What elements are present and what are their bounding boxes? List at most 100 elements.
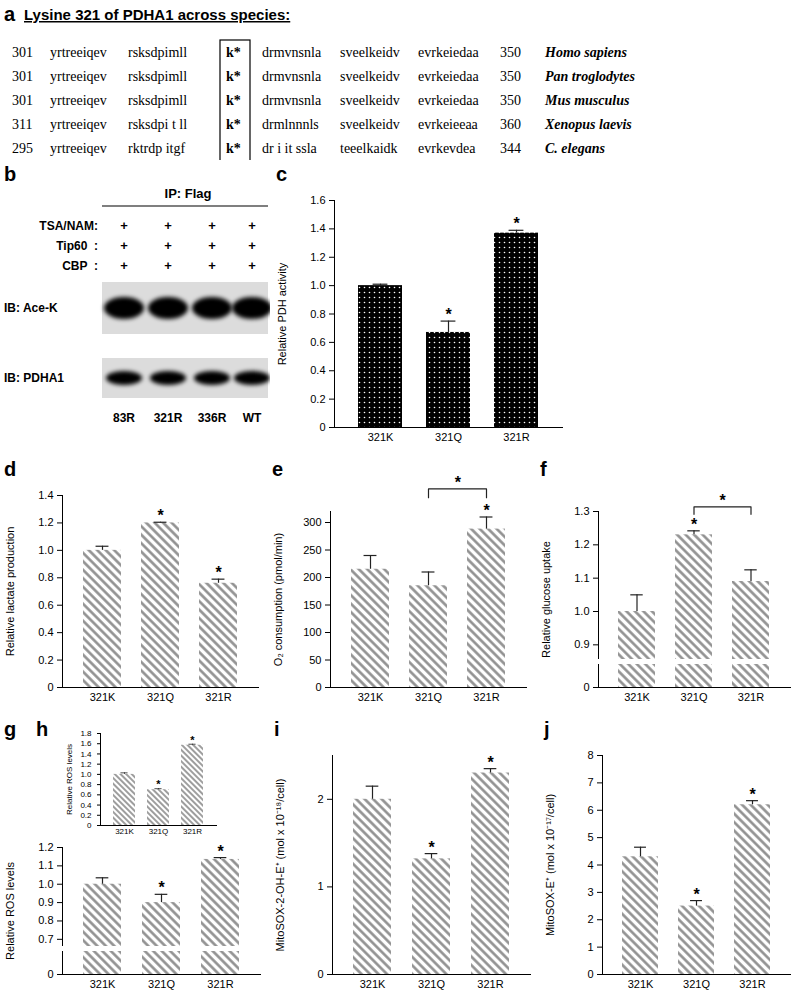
svg-text:rsksdpimll: rsksdpimll	[128, 45, 187, 60]
svg-text:50: 50	[309, 654, 321, 666]
svg-text:1.2: 1.2	[80, 760, 92, 769]
svg-text:O₂ consumption (pmol/min): O₂ consumption (pmol/min)	[272, 533, 284, 666]
svg-text:*: *	[215, 564, 222, 581]
svg-text:1.2: 1.2	[574, 538, 589, 550]
svg-text:*: *	[749, 786, 756, 803]
svg-text:yrtreeiqev: yrtreeiqev	[50, 117, 107, 132]
svg-text:0: 0	[315, 681, 321, 693]
svg-text:0.2: 0.2	[38, 654, 53, 666]
svg-text:evrkeiedaa: evrkeiedaa	[418, 69, 479, 84]
svg-text:0.8: 0.8	[310, 308, 325, 320]
svg-text:*: *	[720, 492, 727, 509]
svg-text:Pan troglodytes: Pan troglodytes	[545, 69, 635, 84]
svg-text:295: 295	[12, 141, 33, 156]
svg-text:yrtreeiqev: yrtreeiqev	[50, 69, 107, 84]
svg-text:IB: PDHA1: IB: PDHA1	[4, 371, 64, 385]
svg-text:k*: k*	[226, 117, 241, 132]
svg-text:0.4: 0.4	[310, 364, 325, 376]
svg-text:+: +	[120, 218, 128, 233]
svg-text:IP: Flag: IP: Flag	[165, 186, 212, 201]
svg-text:*: *	[217, 843, 224, 860]
svg-text:8: 8	[587, 749, 593, 761]
svg-text:321K: 321K	[368, 431, 394, 443]
svg-text:2: 2	[317, 793, 323, 805]
svg-text:k*: k*	[226, 141, 241, 156]
svg-text:321Q: 321Q	[681, 691, 708, 703]
svg-text:k*: k*	[226, 93, 241, 108]
svg-text:+: +	[208, 218, 216, 233]
svg-text:0.6: 0.6	[310, 336, 325, 348]
svg-text:1.0: 1.0	[80, 770, 92, 779]
svg-text:+: +	[120, 258, 128, 273]
svg-text:teeelkaidk: teeelkaidk	[340, 141, 398, 156]
svg-text:rktrdp itgf: rktrdp itgf	[128, 141, 185, 156]
svg-text:rsksdpi t ll: rsksdpi t ll	[128, 117, 187, 132]
svg-text:0.6: 0.6	[38, 599, 53, 611]
svg-text:321R: 321R	[738, 691, 764, 703]
svg-text:321K: 321K	[358, 691, 384, 703]
svg-text:0.4: 0.4	[38, 626, 53, 638]
svg-text:1.2: 1.2	[38, 841, 53, 853]
svg-text:MitoSOX-2-OH-E⁺ (mol x 10⁻¹⁸/c: MitoSOX-2-OH-E⁺ (mol x 10⁻¹⁸/cell)	[274, 779, 286, 952]
svg-text:Relative glucose uptake: Relative glucose uptake	[540, 541, 552, 658]
svg-text:sveelkeidv: sveelkeidv	[340, 117, 400, 132]
svg-text:+: +	[120, 238, 128, 253]
svg-text:Homo sapiens: Homo sapiens	[544, 45, 628, 60]
svg-text:200: 200	[303, 571, 321, 583]
svg-text:0.7: 0.7	[38, 933, 53, 945]
svg-text:1.0: 1.0	[574, 605, 589, 617]
svg-text:1.6: 1.6	[310, 194, 325, 206]
svg-text:+: +	[164, 218, 172, 233]
svg-text:321K: 321K	[624, 691, 650, 703]
svg-text:+: +	[208, 258, 216, 273]
svg-text:*: *	[190, 734, 195, 746]
svg-text:1.0: 1.0	[310, 279, 325, 291]
svg-text:0.4: 0.4	[80, 801, 92, 810]
svg-text:0.8: 0.8	[38, 571, 53, 583]
svg-text:1.4: 1.4	[38, 489, 53, 501]
svg-text:drmlnnnls: drmlnnnls	[262, 117, 319, 132]
svg-text:1: 1	[317, 880, 323, 892]
svg-text:evrkevdea: evrkevdea	[418, 141, 476, 156]
svg-text:2: 2	[587, 913, 593, 925]
svg-text:1.1: 1.1	[574, 572, 589, 584]
svg-text:sveelkeidv: sveelkeidv	[340, 69, 400, 84]
svg-text:0.8: 0.8	[38, 914, 53, 926]
svg-text:*: *	[428, 839, 435, 856]
svg-text:rsksdpimll: rsksdpimll	[128, 69, 187, 84]
svg-text:0.8: 0.8	[80, 780, 92, 789]
svg-text:sveelkeidv: sveelkeidv	[340, 93, 400, 108]
svg-text:1.6: 1.6	[80, 739, 92, 748]
svg-text:350: 350	[500, 93, 521, 108]
svg-text:*: *	[158, 879, 165, 896]
svg-text:TSA/NAM:: TSA/NAM:	[39, 219, 98, 233]
svg-text:321K: 321K	[90, 691, 116, 703]
svg-text:321R: 321R	[207, 978, 233, 990]
svg-text:0.6: 0.6	[80, 790, 92, 799]
svg-text:321R: 321R	[205, 691, 231, 703]
svg-text:+: +	[164, 258, 172, 273]
svg-text:1: 1	[587, 941, 593, 953]
svg-text:321R: 321R	[477, 978, 503, 990]
svg-text:4: 4	[587, 859, 593, 871]
svg-text:301: 301	[12, 69, 33, 84]
svg-text:IB: Ace-K: IB: Ace-K	[4, 301, 58, 315]
svg-text:5: 5	[587, 831, 593, 843]
svg-text:*: *	[487, 754, 494, 771]
svg-text:MitoSOX-E⁺ (mol x 10⁻¹⁷/cell): MitoSOX-E⁺ (mol x 10⁻¹⁷/cell)	[544, 794, 556, 936]
svg-text:Relative ROS levels: Relative ROS levels	[4, 862, 16, 960]
svg-text:301: 301	[12, 93, 33, 108]
svg-text:321R: 321R	[739, 978, 765, 990]
svg-text:k*: k*	[226, 69, 241, 84]
svg-text:WT: WT	[243, 411, 262, 425]
svg-text:Xenopus laevis: Xenopus laevis	[544, 117, 632, 132]
svg-text:321Q: 321Q	[148, 978, 175, 990]
svg-text:Relative lactate production: Relative lactate production	[4, 527, 16, 657]
svg-text:0.2: 0.2	[310, 393, 325, 405]
svg-text:0: 0	[587, 968, 593, 980]
svg-text:yrtreeiqev: yrtreeiqev	[50, 45, 107, 60]
svg-text:1.4: 1.4	[310, 222, 325, 234]
svg-text:0: 0	[319, 421, 325, 433]
svg-text:+: +	[248, 258, 256, 273]
svg-text:*: *	[513, 215, 520, 232]
